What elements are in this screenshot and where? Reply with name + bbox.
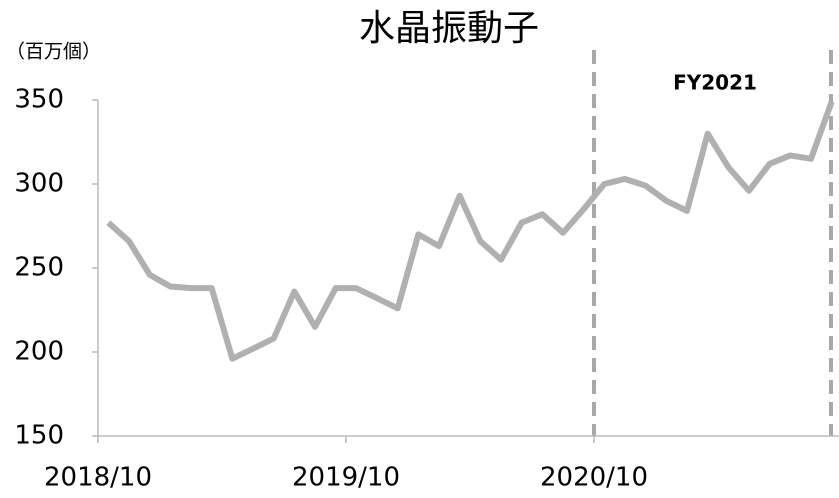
line-series (106, 100, 835, 362)
y-axis-unit: （百万個） (6, 41, 101, 63)
y-tick-label: 250 (14, 253, 64, 283)
y-tick-label: 350 (14, 85, 64, 115)
y-tick-label: 200 (14, 337, 64, 367)
y-tick-label: 300 (14, 169, 64, 199)
x-tick-label: 2018/10 (44, 463, 152, 493)
x-tick-label: 2019/10 (292, 463, 400, 493)
x-tick-label: 2020/10 (540, 463, 648, 493)
y-tick-label: 150 (14, 421, 64, 451)
annotation: FY2021 (673, 71, 757, 95)
chart-title: 水晶振動子 (359, 8, 539, 49)
